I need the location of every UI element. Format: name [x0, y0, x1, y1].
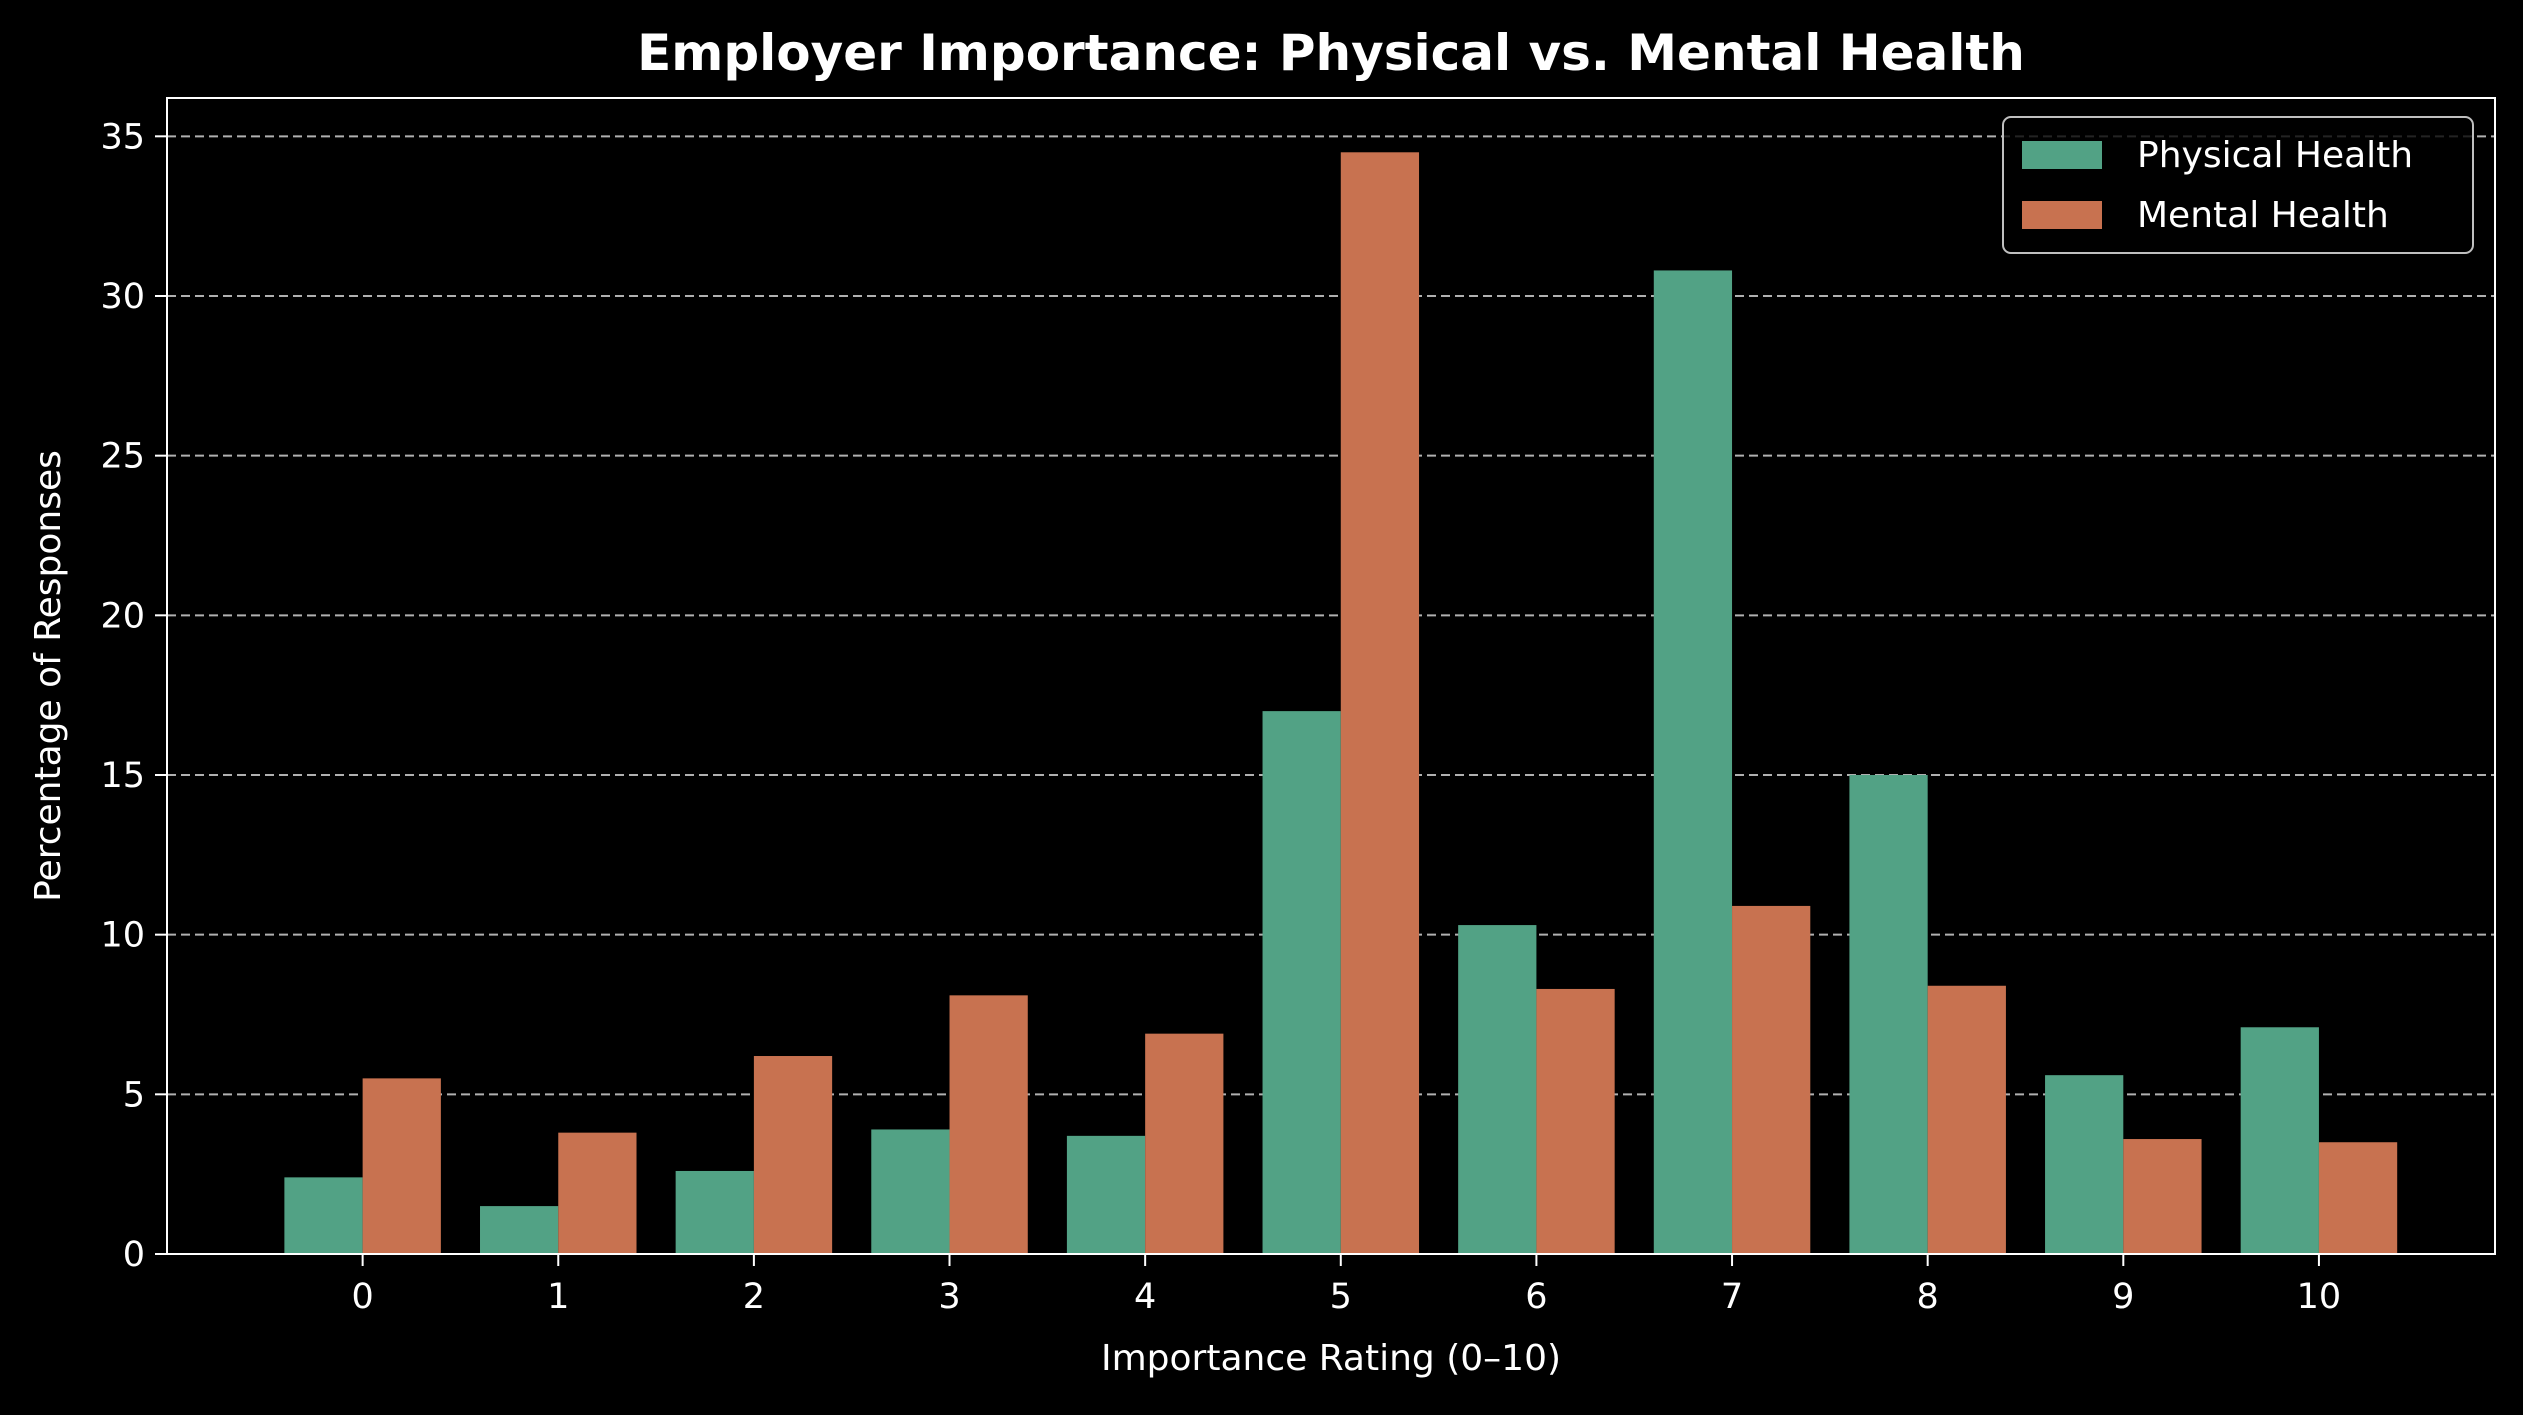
legend-swatch-mental-health	[2022, 201, 2102, 229]
x-tick-label: 3	[938, 1277, 960, 1317]
bar-physical-health-2	[675, 1170, 754, 1254]
bar-physical-health-5	[1262, 711, 1341, 1254]
bar-physical-health-6	[1458, 925, 1537, 1254]
x-tick-label: 1	[547, 1277, 569, 1317]
bar-physical-health-1	[480, 1206, 559, 1254]
x-tick-label: 2	[743, 1277, 765, 1317]
bar-physical-health-9	[2045, 1075, 2124, 1254]
bar-physical-health-4	[1066, 1135, 1146, 1254]
bar-mental-health-7	[1732, 905, 1811, 1254]
x-tick-label: 6	[1525, 1277, 1547, 1317]
x-tick-label: 0	[351, 1277, 373, 1317]
chart-title: Employer Importance: Physical vs. Mental…	[637, 24, 2025, 82]
bar-physical-health-0	[284, 1177, 363, 1254]
legend-label-mental-health: Mental Health	[2137, 195, 2389, 236]
y-tick-label: 5	[123, 1075, 145, 1115]
y-tick-label: 0	[123, 1235, 145, 1275]
y-tick-label: 20	[100, 596, 145, 636]
ticks: 0 5 10 15 20 25 30 35 0 1 2 3 4 5 6 7 8 9 10	[100, 117, 2341, 1317]
y-tick-label: 35	[100, 117, 145, 157]
plot-frame	[166, 97, 2496, 1255]
bar-physical-health-3	[871, 1129, 950, 1254]
bar-physical-health-7	[1653, 270, 1733, 1254]
x-tick-label: 9	[2112, 1277, 2134, 1317]
x-tick-label: 4	[1134, 1277, 1156, 1317]
bar-mental-health-9	[2123, 1139, 2202, 1254]
legend-swatch-physical-health	[2022, 141, 2102, 169]
bar-mental-health-2	[753, 1056, 833, 1254]
bar-mental-health-5	[1340, 152, 1420, 1254]
bar-mental-health-6	[1536, 988, 1615, 1254]
legend: Physical Health Mental Health	[2002, 116, 2474, 254]
x-tick-label: 8	[1917, 1277, 1939, 1317]
bar-mental-health-1	[558, 1132, 637, 1254]
bar-mental-health-4	[1145, 1033, 1224, 1254]
bar-mental-health-3	[949, 995, 1028, 1254]
x-tick-label: 7	[1721, 1277, 1743, 1317]
legend-frame	[2002, 116, 2474, 254]
x-axis-label: Importance Rating (0–10)	[1101, 1338, 1561, 1379]
bar-physical-health-8	[1849, 774, 1928, 1254]
x-tick-label: 5	[1330, 1277, 1352, 1317]
y-tick-label: 15	[100, 756, 145, 796]
y-tick-label: 25	[100, 437, 145, 477]
y-tick-label: 10	[100, 916, 145, 956]
bars	[284, 152, 2398, 1254]
bar-mental-health-10	[2318, 1142, 2398, 1254]
bar-mental-health-8	[1927, 985, 2006, 1254]
bar-mental-health-0	[362, 1078, 441, 1254]
y-axis-label: Percentage of Responses	[28, 450, 69, 902]
y-tick-label: 30	[100, 277, 145, 317]
legend-label-physical-health: Physical Health	[2137, 135, 2413, 176]
x-tick-label: 10	[2297, 1277, 2342, 1317]
bar-physical-health-10	[2240, 1027, 2319, 1254]
